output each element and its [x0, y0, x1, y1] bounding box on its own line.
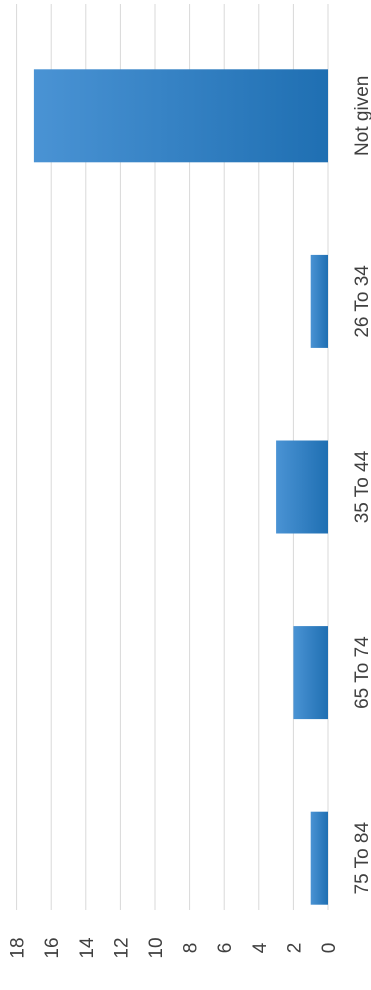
tick-label: 16 — [42, 937, 63, 958]
bar — [33, 69, 329, 163]
category-label: 35 To 44 — [352, 450, 371, 523]
tick-label: 14 — [77, 937, 98, 959]
tick-label: 6 — [215, 943, 236, 954]
tick-label: 8 — [181, 943, 202, 954]
category-label: 26 To 34 — [352, 265, 371, 338]
bars — [33, 69, 329, 905]
tick-label: 0 — [319, 943, 340, 954]
category-labels: Not given 26 To 34 35 To 44 65 To 74 75 To 8… — [352, 76, 371, 895]
bar — [310, 254, 328, 348]
category-label: 65 To 74 — [352, 636, 371, 709]
bar — [310, 811, 328, 905]
category-label: Not given — [352, 76, 371, 156]
bar — [276, 440, 328, 534]
tick-label: 10 — [146, 937, 167, 958]
tick-label: 4 — [250, 942, 271, 953]
bar — [293, 626, 328, 720]
category-label: 75 To 84 — [352, 821, 371, 894]
value-axis-ticks: 0 2 4 6 8 10 12 14 16 18 — [8, 937, 340, 959]
tick-label: 12 — [111, 937, 132, 958]
tick-label: 18 — [8, 937, 29, 958]
tick-label: 2 — [284, 943, 305, 954]
